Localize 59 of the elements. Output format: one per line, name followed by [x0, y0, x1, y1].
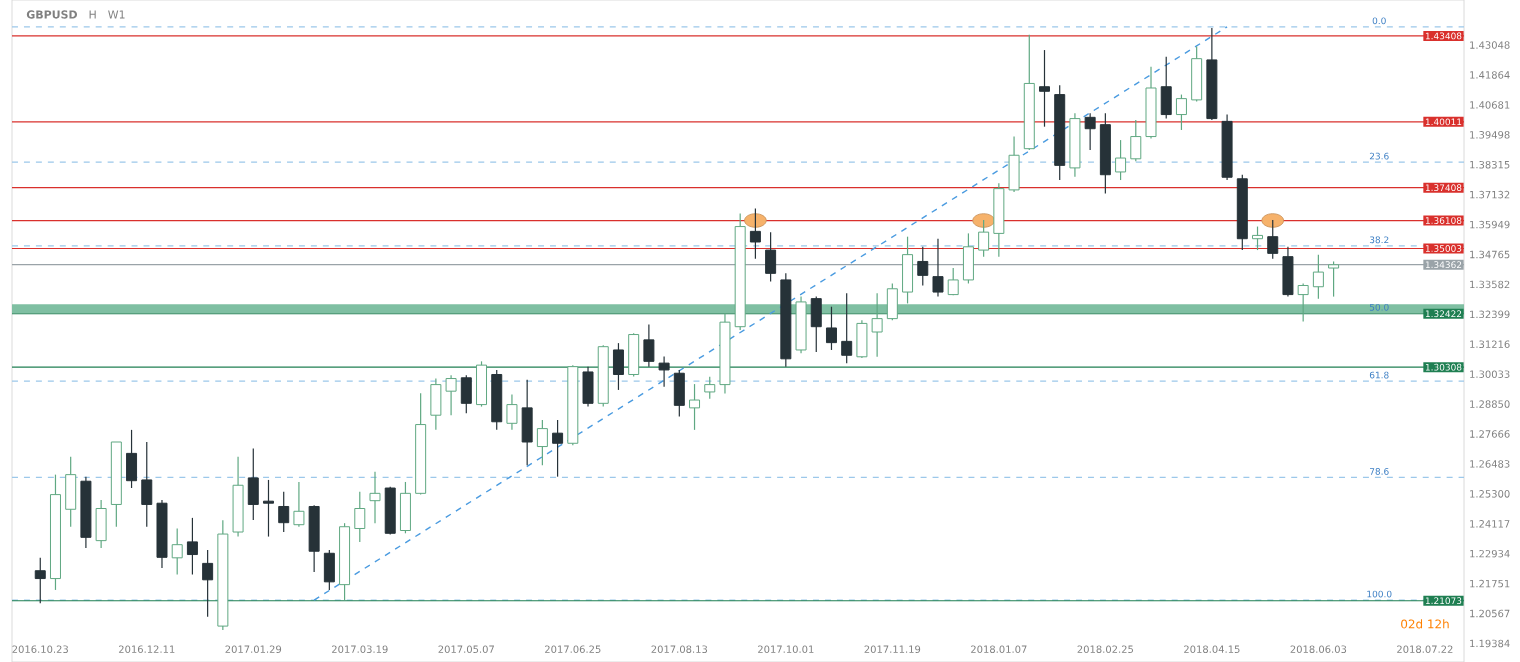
- candlestick: [202, 549, 214, 618]
- candlestick: [384, 486, 396, 536]
- candlestick: [1175, 93, 1187, 131]
- candlestick: [1312, 254, 1324, 300]
- candlestick: [673, 369, 685, 418]
- candlestick: [95, 499, 107, 549]
- candlestick: [460, 374, 472, 414]
- candlestick: [810, 296, 822, 353]
- candlestick: [765, 231, 777, 283]
- candlestick: [1328, 260, 1340, 298]
- candlestick: [658, 355, 670, 388]
- candlestick: [825, 306, 837, 351]
- candlestick: [476, 360, 488, 408]
- candlestick: [841, 292, 853, 364]
- candlestick: [1115, 139, 1127, 181]
- candlestick: [34, 557, 46, 604]
- candlestick: [962, 232, 974, 285]
- candlestick: [947, 267, 959, 296]
- candlestick: [293, 481, 305, 528]
- candlestick: [247, 447, 259, 521]
- candlestick: [491, 369, 503, 431]
- candlestick: [126, 429, 138, 489]
- candlestick: [704, 376, 716, 400]
- candlestick: [902, 236, 914, 305]
- candlestick: [1130, 119, 1142, 162]
- candlestick: [886, 282, 898, 321]
- candlestick: [536, 419, 548, 466]
- candlestick: [628, 332, 640, 378]
- candlestick: [1267, 219, 1279, 260]
- candlestick: [506, 393, 518, 431]
- candlestick: [354, 491, 366, 543]
- candlestick: [643, 323, 655, 368]
- candlestick: [1297, 282, 1309, 322]
- candlestick: [278, 491, 290, 533]
- candlestick: [1084, 112, 1096, 151]
- candlestick: [932, 238, 944, 298]
- candlestick: [323, 549, 335, 591]
- candlestick: [232, 456, 244, 538]
- candlestick: [141, 441, 153, 528]
- candlestick: [1160, 56, 1172, 120]
- candlestick: [1252, 225, 1264, 251]
- candlestick: [65, 456, 77, 528]
- candlestick: [262, 479, 274, 538]
- candlestick: [1039, 49, 1050, 128]
- candlestick: [917, 246, 929, 287]
- candlestick: [582, 366, 594, 408]
- candlestick: [521, 379, 533, 466]
- candlestick: [1282, 246, 1294, 298]
- candlestick: [399, 481, 411, 534]
- candlestick: [612, 342, 624, 391]
- candlestick: [978, 219, 990, 258]
- candlestick: [171, 527, 183, 576]
- candlestick: [1191, 45, 1203, 102]
- candlestick: [749, 208, 761, 260]
- candlestick: [308, 504, 320, 573]
- candlestick: [369, 471, 381, 524]
- candlestick: [689, 383, 701, 431]
- candlestick: [186, 517, 198, 576]
- candlestick: [552, 419, 564, 478]
